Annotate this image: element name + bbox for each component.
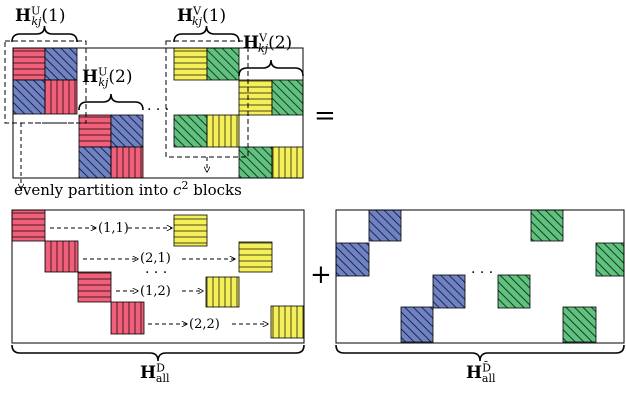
diag-block-red-1: [11, 209, 46, 242]
label-hd: HDall: [140, 361, 170, 386]
diag-block-yellow-1: [173, 214, 208, 247]
top-block-u1-11: [12, 47, 46, 81]
diag-block-red-2: [44, 240, 79, 273]
bottom-left-matrix-frame: [11, 209, 305, 344]
top-block-u1-12: [44, 47, 78, 81]
diag-block-yellow-4: [270, 305, 305, 339]
top-block-v1-21: [173, 114, 208, 148]
top-matrix-frame: [12, 47, 304, 179]
offdiag-block-blue-1: [368, 209, 402, 242]
partition-caption: evenly partition into c2 blocks: [14, 179, 242, 199]
top-block-u2-11: [78, 114, 112, 148]
top-block-u2-22: [110, 146, 144, 179]
offdiag-block-blue-2: [335, 242, 370, 277]
top-block-v1-12: [206, 47, 240, 81]
dots-bottom-left: · · ·: [145, 265, 168, 281]
dots-bottom-right: · · ·: [471, 265, 494, 281]
plus-sign: +: [310, 260, 332, 290]
offdiag-block-green-3: [497, 274, 531, 309]
pair-label-1: (1,1): [98, 221, 129, 236]
diag-block-yellow-3: [205, 276, 240, 308]
top-block-u1-22: [44, 79, 78, 115]
pair-label-2: (2,1): [140, 251, 171, 266]
brace-hdbar: [335, 344, 625, 362]
offdiag-block-green-1: [530, 209, 564, 242]
top-block-v2-21: [238, 146, 273, 179]
label-hu2: HUkj(2): [82, 65, 133, 90]
bottom-right-matrix-frame: [335, 209, 625, 344]
offdiag-block-blue-3: [432, 274, 466, 309]
brace-hu2: [78, 93, 144, 111]
top-block-v2-22: [271, 146, 304, 179]
offdiag-block-green-2: [595, 242, 625, 277]
top-block-u2-12: [110, 114, 144, 148]
label-hu1: HUkj(1): [15, 4, 66, 29]
top-block-v1-11: [173, 47, 208, 81]
offdiag-block-blue-4: [400, 306, 434, 343]
top-block-v2-12: [271, 79, 304, 116]
top-block-u2-21: [78, 146, 112, 179]
pair-label-4: (2,2): [189, 317, 220, 332]
diag-block-red-4: [110, 301, 145, 335]
top-block-v2-11: [238, 79, 273, 116]
label-hv1: HVkj(1): [177, 4, 227, 29]
offdiag-block-green-4: [562, 306, 597, 343]
pair-label-3: (1,2): [140, 284, 171, 299]
diag-block-yellow-2: [238, 241, 273, 273]
label-hdbar: HD̄all: [466, 361, 496, 386]
label-hv2: HVkj(2): [243, 31, 293, 56]
brace-hu1: [11, 25, 78, 43]
brace-hv1: [173, 25, 240, 43]
top-block-v1-22: [206, 114, 240, 148]
dashed-frame-v1: [165, 40, 249, 158]
brace-hv2: [238, 59, 304, 77]
brace-hd: [11, 344, 305, 362]
top-block-u1-21: [12, 79, 46, 115]
dots-top: · · ·: [147, 102, 170, 118]
equals-sign: =: [314, 101, 336, 131]
diag-block-red-3: [77, 271, 112, 303]
